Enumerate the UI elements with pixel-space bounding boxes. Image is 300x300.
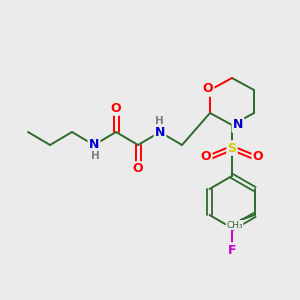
Text: H: H [154,116,164,126]
Text: O: O [133,163,143,176]
Text: O: O [203,82,213,95]
Text: O: O [201,151,211,164]
Text: N: N [155,125,165,139]
Text: O: O [253,151,263,164]
Text: H: H [91,151,99,161]
Text: F: F [228,244,236,256]
Text: CH₃: CH₃ [226,220,243,230]
Text: N: N [233,118,243,131]
Text: N: N [89,139,99,152]
Text: O: O [111,101,121,115]
Text: S: S [227,142,236,154]
